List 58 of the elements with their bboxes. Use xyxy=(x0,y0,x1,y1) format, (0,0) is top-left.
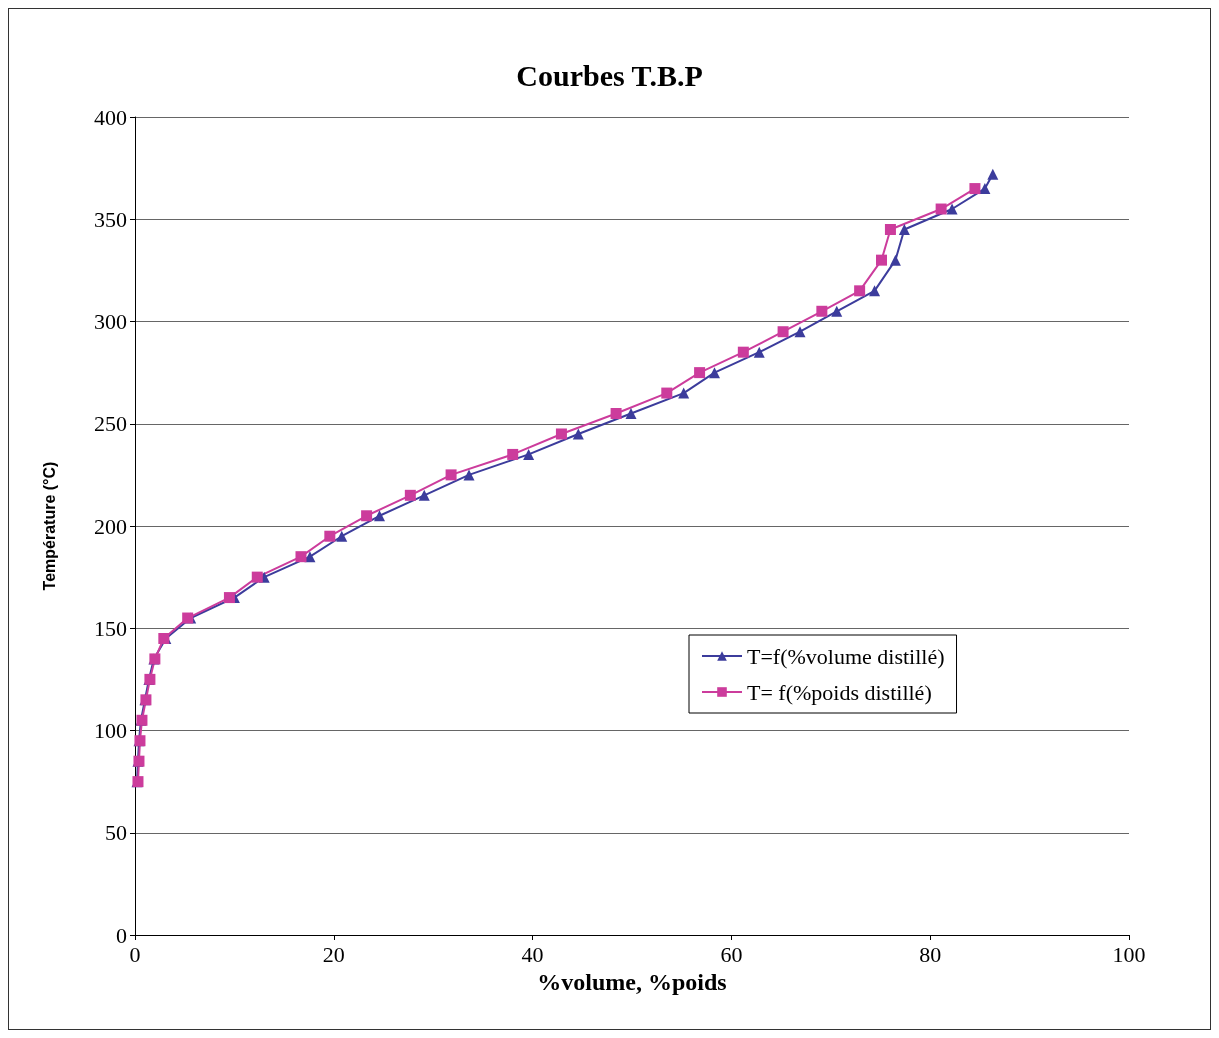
point xyxy=(463,469,475,481)
y-tick-label: 200 xyxy=(94,513,127,539)
point xyxy=(869,285,881,297)
x-axis-title: %volume, %poids xyxy=(537,968,727,995)
point xyxy=(987,168,999,180)
point xyxy=(709,367,720,379)
point xyxy=(445,469,457,481)
point xyxy=(979,183,991,195)
point xyxy=(946,203,958,215)
y-tick-label: 0 xyxy=(116,922,127,948)
y-tick-label: 400 xyxy=(94,104,127,130)
point xyxy=(361,510,373,522)
y-tick-label: 300 xyxy=(94,309,127,334)
point xyxy=(969,183,981,195)
point xyxy=(794,326,806,338)
point xyxy=(854,285,866,297)
y-tick-label: 50 xyxy=(105,820,127,846)
x-tick-label: 80 xyxy=(919,941,942,967)
point xyxy=(507,448,519,460)
point xyxy=(694,367,706,379)
point xyxy=(610,408,622,420)
x-tick-label: 20 xyxy=(322,941,345,967)
point xyxy=(523,448,535,460)
chart-title: Courbes T.B.P xyxy=(516,58,703,92)
point xyxy=(777,326,789,338)
point xyxy=(875,254,887,266)
legend-label: T=f(%volume distillé) xyxy=(747,643,945,669)
point xyxy=(889,254,901,266)
point xyxy=(251,571,263,583)
x-tick-label: 100 xyxy=(1112,941,1146,967)
point xyxy=(678,387,690,399)
y-tick-label: 150 xyxy=(94,615,127,641)
point xyxy=(404,489,416,501)
point xyxy=(898,223,910,235)
point xyxy=(661,387,673,399)
x-tick-label: 60 xyxy=(720,941,743,967)
y-axis-title: Température (°C) xyxy=(40,461,58,591)
point xyxy=(418,489,430,501)
y-tick-label: 250 xyxy=(94,411,127,437)
y-tick-label: 100 xyxy=(94,718,127,743)
point xyxy=(831,305,843,317)
point xyxy=(625,408,637,420)
point xyxy=(295,551,307,563)
point xyxy=(374,510,386,522)
point xyxy=(816,305,828,317)
point xyxy=(223,592,235,604)
point xyxy=(753,346,765,358)
point xyxy=(304,551,316,563)
point xyxy=(737,346,749,358)
y-tick-label: 350 xyxy=(94,206,127,232)
legend-label: T= f(%poids distillé) xyxy=(747,679,932,705)
x-tick-label: 40 xyxy=(521,941,544,967)
point xyxy=(336,530,348,542)
point xyxy=(555,428,567,440)
point xyxy=(324,530,336,542)
point xyxy=(935,203,947,215)
point xyxy=(572,428,584,440)
point xyxy=(884,223,896,235)
